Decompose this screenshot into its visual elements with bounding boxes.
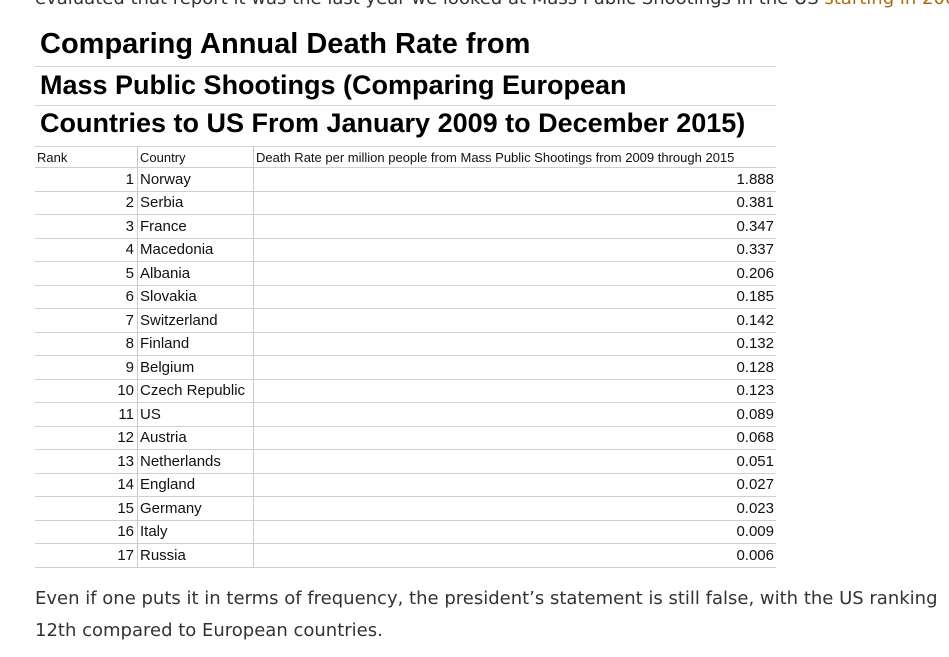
table-row: 15 Germany 0.023 bbox=[35, 496, 776, 521]
rank-cell: 4 bbox=[35, 238, 138, 262]
country-cell: Netherlands bbox=[137, 449, 254, 474]
rank-cell: 9 bbox=[35, 355, 138, 380]
table-row: 5 Albania 0.206 bbox=[35, 261, 776, 286]
table-row: 1 Norway 1.888 bbox=[35, 167, 776, 192]
country-cell: Germany bbox=[137, 496, 254, 521]
rate-cell: 0.068 bbox=[253, 426, 776, 450]
rank-cell: 7 bbox=[35, 308, 138, 333]
country-cell: Italy bbox=[137, 520, 254, 544]
rate-header: Death Rate per million people from Mass … bbox=[253, 146, 776, 168]
rank-cell: 8 bbox=[35, 332, 138, 356]
country-cell: Switzerland bbox=[137, 308, 254, 333]
rate-cell: 0.051 bbox=[253, 449, 776, 474]
starting-in-2009-link[interactable]: starting in 2009 bbox=[824, 0, 949, 8]
country-cell: Austria bbox=[137, 426, 254, 450]
rate-cell: 1.888 bbox=[253, 167, 776, 192]
rate-cell: 0.206 bbox=[253, 261, 776, 286]
country-cell: Belgium bbox=[137, 355, 254, 380]
country-cell: Norway bbox=[137, 167, 254, 192]
table-title-line-1: Comparing Annual Death Rate from bbox=[40, 28, 531, 60]
rate-cell: 0.347 bbox=[253, 214, 776, 239]
paragraph-text: evaluated that report it was the last ye… bbox=[35, 0, 824, 8]
body-paragraph: Even if one puts it in terms of frequenc… bbox=[35, 588, 938, 641]
country-cell: England bbox=[137, 473, 254, 497]
table-row: 9 Belgium 0.128 bbox=[35, 355, 776, 380]
table-row: 2 Serbia 0.381 bbox=[35, 191, 776, 215]
table-image: Comparing Annual Death Rate from Mass Pu… bbox=[35, 28, 776, 568]
rank-cell: 2 bbox=[35, 191, 138, 215]
rank-cell: 12 bbox=[35, 426, 138, 450]
table-row: 4 Macedonia 0.337 bbox=[35, 238, 776, 262]
rank-cell: 15 bbox=[35, 496, 138, 521]
rate-cell: 0.337 bbox=[253, 238, 776, 262]
table-row: 8 Finland 0.132 bbox=[35, 332, 776, 356]
table-row: 16 Italy 0.009 bbox=[35, 520, 776, 544]
rank-cell: 5 bbox=[35, 261, 138, 286]
rank-header: Rank bbox=[35, 146, 138, 168]
table-row: 3 France 0.347 bbox=[35, 214, 776, 239]
title-divider bbox=[35, 105, 776, 106]
rate-cell: 0.185 bbox=[253, 285, 776, 309]
table-row: 14 England 0.027 bbox=[35, 473, 776, 497]
rate-cell: 0.381 bbox=[253, 191, 776, 215]
table-row: 13 Netherlands 0.051 bbox=[35, 449, 776, 474]
table-row: 11 US 0.089 bbox=[35, 402, 776, 427]
rate-cell: 0.023 bbox=[253, 496, 776, 521]
country-cell: Albania bbox=[137, 261, 254, 286]
rank-cell: 6 bbox=[35, 285, 138, 309]
country-cell: Czech Republic bbox=[137, 379, 254, 403]
table-row: 7 Switzerland 0.142 bbox=[35, 308, 776, 333]
table-row: 17 Russia 0.006 bbox=[35, 543, 776, 568]
title-divider bbox=[35, 66, 776, 67]
rate-cell: 0.009 bbox=[253, 520, 776, 544]
table-row: 10 Czech Republic 0.123 bbox=[35, 379, 776, 403]
country-cell: Slovakia bbox=[137, 285, 254, 309]
table-title-line-2: Mass Public Shootings (Comparing Europea… bbox=[40, 70, 627, 100]
rate-cell: 0.089 bbox=[253, 402, 776, 427]
rank-cell: 16 bbox=[35, 520, 138, 544]
rank-cell: 3 bbox=[35, 214, 138, 239]
rank-cell: 13 bbox=[35, 449, 138, 474]
cut-off-paragraph: evaluated that report it was the last ye… bbox=[35, 0, 949, 8]
table-header-row: Rank Country Death Rate per million peop… bbox=[35, 146, 776, 168]
country-header: Country bbox=[137, 146, 254, 168]
country-cell: Russia bbox=[137, 543, 254, 568]
rank-cell: 10 bbox=[35, 379, 138, 403]
rate-cell: 0.027 bbox=[253, 473, 776, 497]
rank-cell: 1 bbox=[35, 167, 138, 192]
table-title-line-3: Countries to US From January 2009 to Dec… bbox=[40, 108, 746, 138]
country-cell: US bbox=[137, 402, 254, 427]
rate-cell: 0.142 bbox=[253, 308, 776, 333]
country-cell: Serbia bbox=[137, 191, 254, 215]
rate-cell: 0.006 bbox=[253, 543, 776, 568]
table-row: 12 Austria 0.068 bbox=[35, 426, 776, 450]
rank-cell: 17 bbox=[35, 543, 138, 568]
rate-cell: 0.128 bbox=[253, 355, 776, 380]
rank-cell: 14 bbox=[35, 473, 138, 497]
country-cell: Macedonia bbox=[137, 238, 254, 262]
rank-cell: 11 bbox=[35, 402, 138, 427]
country-cell: France bbox=[137, 214, 254, 239]
rate-cell: 0.123 bbox=[253, 379, 776, 403]
death-rate-table: Rank Country Death Rate per million peop… bbox=[35, 146, 776, 568]
table-body: 1 Norway 1.888 2 Serbia 0.381 3 France 0.347 4 Mac… bbox=[35, 167, 776, 568]
rate-cell: 0.132 bbox=[253, 332, 776, 356]
country-cell: Finland bbox=[137, 332, 254, 356]
table-row: 6 Slovakia 0.185 bbox=[35, 285, 776, 309]
